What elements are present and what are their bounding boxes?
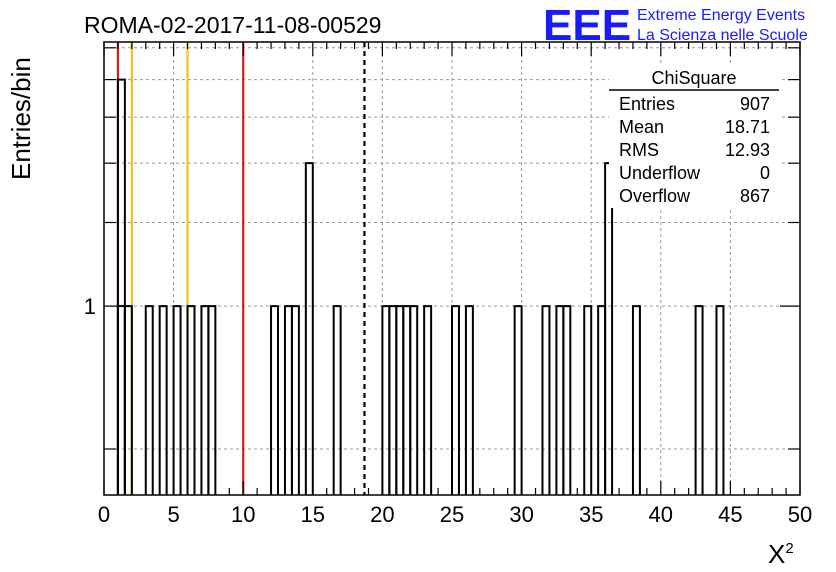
stats-row-value: 907 — [740, 94, 770, 114]
x-axis-label: X2 — [768, 539, 794, 569]
histogram-bin — [464, 305, 474, 495]
histogram-bin — [123, 305, 133, 495]
histogram-bin — [388, 305, 398, 495]
eee-logo: EEE Extreme Energy Events La Scienza nel… — [543, 1, 808, 50]
stats-box-title: ChiSquare — [651, 68, 736, 88]
histogram-bin — [186, 305, 196, 495]
x-tick-label: 50 — [788, 502, 812, 527]
x-tick-label: 5 — [167, 502, 179, 527]
histogram-bin — [332, 305, 342, 495]
histogram-bin — [604, 162, 614, 495]
histogram-bin — [395, 305, 405, 495]
histogram-bin — [304, 162, 314, 495]
x-axis-label-sup: 2 — [785, 540, 793, 557]
stats-row-label: RMS — [619, 140, 659, 160]
histogram-bin — [631, 305, 641, 495]
histogram-bin — [694, 305, 704, 495]
histogram-bin — [715, 305, 725, 495]
histogram-bin — [200, 305, 210, 495]
histogram-bin — [290, 305, 300, 495]
stats-row-label: Entries — [619, 94, 675, 114]
histogram-bin — [423, 305, 433, 495]
chart-title: ROMA-02-2017-11-08-00529 — [84, 12, 381, 38]
x-tick-label: 10 — [231, 502, 255, 527]
histogram-bin — [562, 305, 572, 495]
stats-row-value: 18.71 — [725, 117, 770, 137]
histogram-bin — [270, 305, 279, 495]
histogram-bin — [555, 305, 565, 495]
histogram-bin — [597, 305, 607, 495]
eee-logo-line1: Extreme Energy Events — [637, 7, 805, 24]
eee-logo-line2: La Scienza nelle Scuole — [637, 27, 808, 44]
histogram-bin — [283, 305, 293, 495]
x-tick-label: 15 — [301, 502, 325, 527]
stats-rows: Entries 907 Mean 18.71 RMS 12.93 Underflow 0 Ove… — [619, 94, 770, 206]
histogram-bin — [172, 305, 182, 495]
x-tick-label: 30 — [509, 502, 533, 527]
histogram-bin — [583, 305, 593, 495]
histogram-bin — [541, 305, 551, 495]
stats-row-label: Underflow — [619, 163, 701, 183]
stats-row-value: 867 — [740, 186, 770, 206]
histogram-bin — [451, 305, 460, 495]
y-tick-label: 1 — [84, 294, 96, 319]
y-axis-label: Entries/bin — [6, 57, 36, 180]
reference-lines — [116, 42, 366, 495]
histogram-bin — [144, 305, 154, 495]
axis-ticks — [103, 42, 801, 495]
stats-row-label: Overflow — [619, 186, 691, 206]
histogram-bin — [158, 305, 168, 495]
histogram-bin — [207, 305, 217, 495]
x-tick-label: 0 — [98, 502, 110, 527]
histogram-bin — [402, 305, 412, 495]
x-axis-label-main: X — [768, 539, 785, 569]
histogram-bin — [513, 305, 523, 495]
stats-row-value: 12.93 — [725, 140, 770, 160]
x-tick-label: 45 — [718, 502, 742, 527]
histogram-bin — [409, 305, 419, 495]
histogram-bin — [116, 78, 126, 495]
x-tick-labels: 0 5 10 15 20 25 30 35 40 45 50 — [98, 502, 812, 527]
x-tick-label: 35 — [579, 502, 603, 527]
stats-box: ChiSquare Entries 907 Mean 18.71 RMS 12.93 Und… — [609, 66, 779, 208]
histogram-bin — [381, 305, 391, 495]
x-tick-label: 20 — [370, 502, 394, 527]
x-tick-label: 40 — [649, 502, 673, 527]
stats-row-value: 0 — [760, 163, 770, 183]
histogram — [116, 78, 725, 495]
stats-row-label: Mean — [619, 117, 664, 137]
y-tick-labels: 1 — [84, 294, 96, 319]
x-tick-label: 25 — [440, 502, 464, 527]
